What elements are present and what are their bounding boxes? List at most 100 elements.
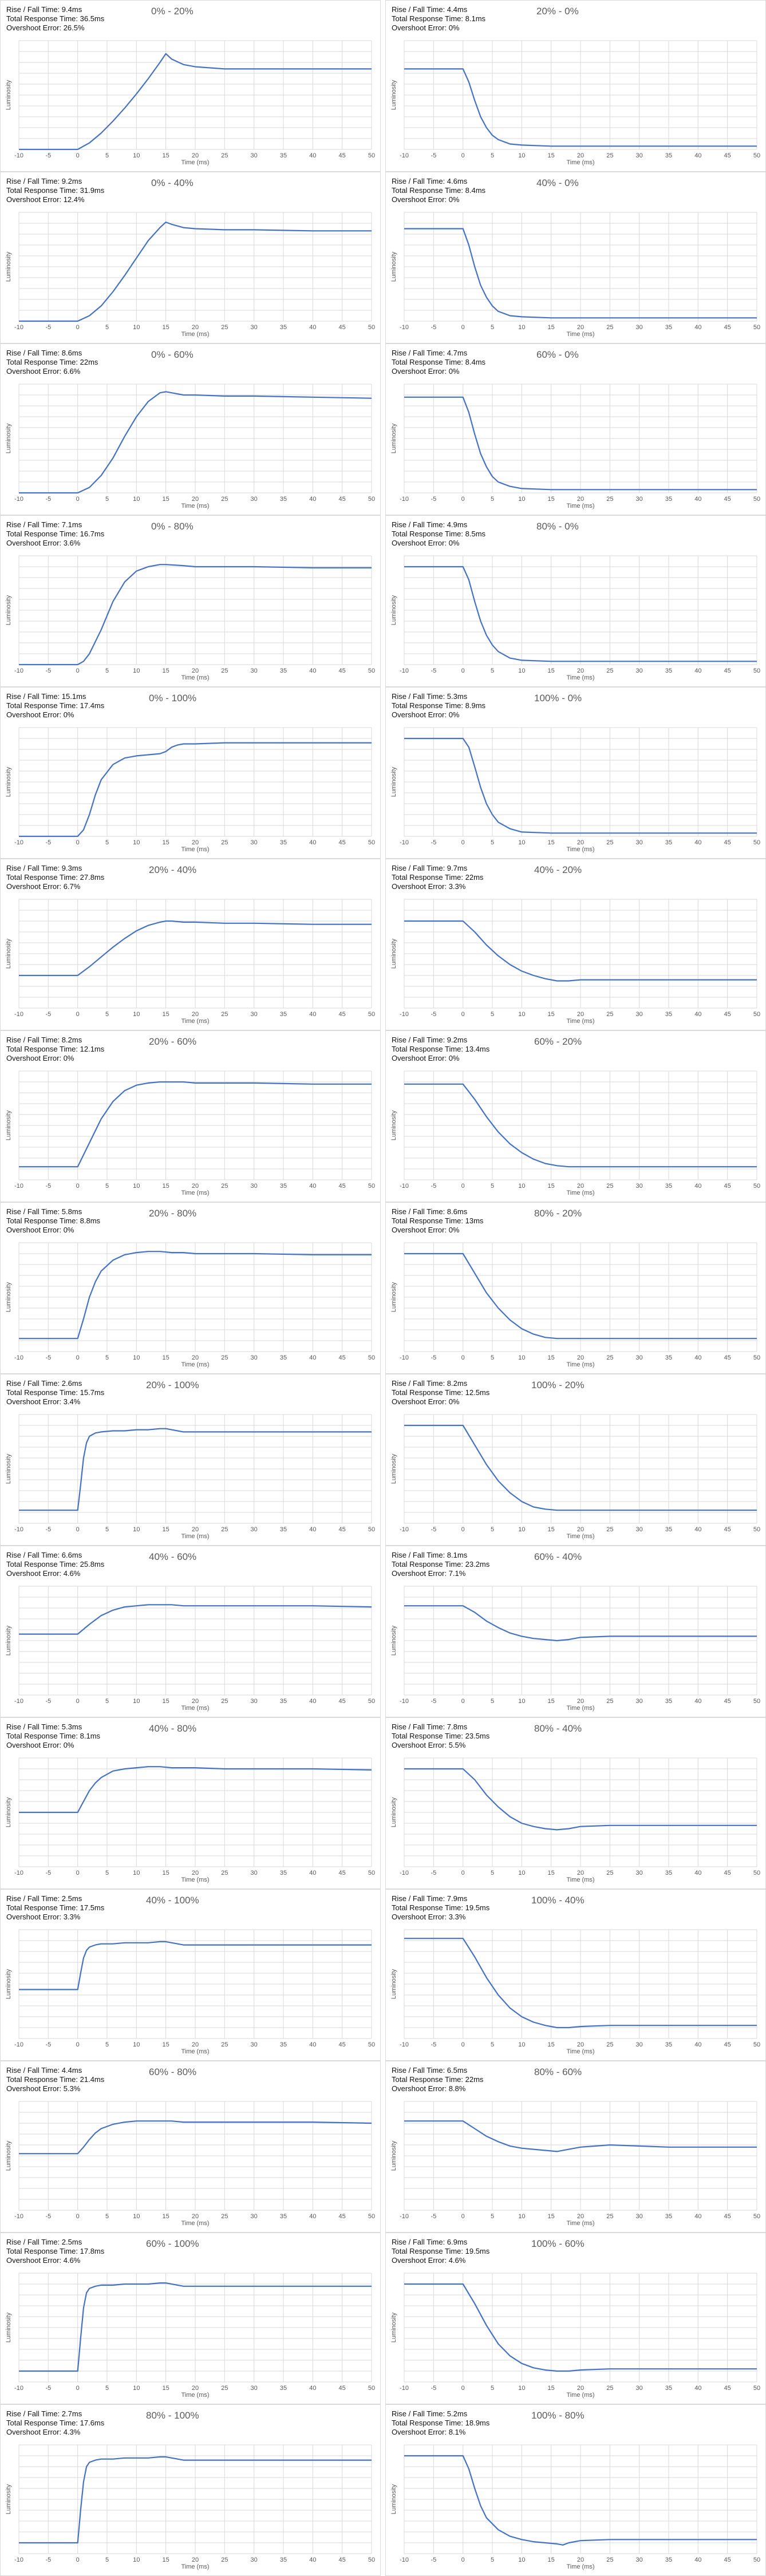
x-axis-label: Time (ms) — [181, 846, 209, 853]
chart-panel: -10 -5 0 5 10 15 20 25 30 35 40 45 50 Time (ms) Lumino… — [385, 1717, 766, 1889]
chart-title: 0% - 60% — [151, 349, 194, 360]
rise-fall-time-text: Rise / Fall Time: 8.6ms — [6, 349, 82, 357]
x-tick-label: 30 — [251, 152, 258, 159]
rise-fall-time-text: Rise / Fall Time: 4.4ms — [6, 2066, 82, 2075]
chart-panel: -10 -5 0 5 10 15 20 25 30 35 40 45 50 Time (ms) Lumino… — [0, 859, 381, 1030]
x-axis-label: Time (ms) — [181, 1705, 209, 1712]
x-tick-label: 5 — [105, 2213, 109, 2220]
chart-panel: -10 -5 0 5 10 15 20 25 30 35 40 45 50 Time (ms) Lumino… — [0, 2061, 381, 2233]
x-tick-label: 40 — [309, 1526, 316, 1533]
total-response-time-text: Total Response Time: 21.4ms — [6, 2075, 105, 2084]
x-tick-label: 15 — [548, 2041, 555, 2048]
chart-svg: -10 -5 0 5 10 15 20 25 30 35 40 45 50 Time (ms) Lumino… — [390, 2101, 760, 2227]
response-curve-line — [19, 742, 372, 837]
x-tick-label: 20 — [577, 667, 584, 674]
y-axis-label: Luminosity — [390, 1797, 397, 1827]
rise-fall-time-text: Rise / Fall Time: 2.5ms — [6, 2238, 82, 2246]
x-axis-label: Time (ms) — [181, 2563, 209, 2570]
x-tick-label: 10 — [518, 1354, 525, 1361]
x-tick-label: 10 — [518, 1183, 525, 1190]
rise-fall-time-text: Rise / Fall Time: 5.2ms — [392, 2409, 468, 2418]
x-tick-label: 25 — [606, 1183, 613, 1190]
x-tick-label: 20 — [577, 2041, 584, 2048]
x-tick-label: 50 — [753, 1183, 760, 1190]
rise-fall-time-text: Rise / Fall Time: 4.6ms — [392, 177, 468, 185]
x-tick-label: 40 — [694, 1870, 701, 1876]
x-tick-label: -5 — [45, 1183, 51, 1190]
x-tick-label: 0 — [461, 1526, 465, 1533]
rise-fall-time-text: Rise / Fall Time: 7.1ms — [6, 520, 82, 529]
stats-block: Rise / Fall Time: 2.5ms Total Response Ti… — [6, 1894, 104, 1922]
x-tick-label: 25 — [221, 1354, 228, 1361]
stats-block: Rise / Fall Time: 8.6ms Total Response Ti… — [392, 1207, 483, 1235]
x-tick-label: -10 — [14, 1698, 23, 1705]
x-tick-label: -10 — [14, 1870, 23, 1876]
total-response-time-text: Total Response Time: 23.2ms — [392, 1560, 490, 1568]
y-axis-label: Luminosity — [5, 2312, 12, 2342]
chart-title: 60% - 40% — [534, 1551, 582, 1562]
chart-panel: -10 -5 0 5 10 15 20 25 30 35 40 45 50 Time (ms) Lumino… — [385, 2061, 766, 2233]
stats-block: Rise / Fall Time: 8.6ms Total Response Ti… — [6, 349, 98, 376]
y-axis-label: Luminosity — [390, 767, 397, 797]
x-tick-label: -5 — [45, 839, 51, 846]
rise-fall-time-text: Rise / Fall Time: 5.3ms — [6, 1722, 82, 1731]
response-curve-line — [19, 221, 372, 322]
response-curve-line — [404, 1424, 757, 1511]
total-response-time-text: Total Response Time: 17.5ms — [6, 1903, 105, 1912]
x-tick-label: 0 — [461, 2385, 465, 2392]
chart-svg: -10 -5 0 5 10 15 20 25 30 35 40 45 50 Time (ms) Lumino… — [5, 2101, 375, 2227]
x-tick-label: 50 — [368, 2213, 375, 2220]
x-tick-label: -10 — [14, 1354, 23, 1361]
x-tick-label: 35 — [665, 1526, 672, 1533]
x-tick-label: -10 — [400, 1526, 409, 1533]
chart-title: 80% - 100% — [146, 2410, 199, 2421]
x-tick-label: 10 — [518, 1870, 525, 1876]
x-tick-label: 30 — [636, 1526, 643, 1533]
x-tick-label: 50 — [753, 2041, 760, 2048]
x-tick-label: 5 — [105, 1183, 109, 1190]
stats-block: Rise / Fall Time: 5.8ms Total Response Ti… — [6, 1207, 100, 1235]
rise-fall-time-text: Rise / Fall Time: 4.7ms — [392, 349, 468, 357]
x-tick-label: -10 — [14, 1183, 23, 1190]
x-tick-label: 30 — [636, 1354, 643, 1361]
overshoot-error-text: Overshoot Error: 0% — [392, 367, 460, 376]
x-tick-label: 50 — [753, 1354, 760, 1361]
x-tick-label: 5 — [105, 2041, 109, 2048]
response-curve-line — [404, 1083, 757, 1168]
chart-title: 100% - 80% — [531, 2410, 585, 2421]
x-tick-label: -5 — [431, 1526, 436, 1533]
x-tick-label: 35 — [280, 2385, 287, 2392]
x-tick-label: 25 — [606, 667, 613, 674]
x-tick-label: 45 — [724, 2385, 731, 2392]
x-tick-label: 35 — [280, 1870, 287, 1876]
x-tick-label: 15 — [548, 1526, 555, 1533]
response-curve-line — [404, 2120, 757, 2152]
x-tick-label: 50 — [368, 1870, 375, 1876]
overshoot-error-text: Overshoot Error: 3.3% — [392, 1913, 466, 1921]
y-axis-label: Luminosity — [390, 80, 397, 110]
x-tick-label: 0 — [76, 1526, 80, 1533]
x-tick-label: -10 — [14, 2041, 23, 2048]
x-tick-label: 5 — [105, 1011, 109, 1018]
chart-title: 100% - 20% — [531, 1380, 585, 1390]
y-axis-label: Luminosity — [390, 1453, 397, 1484]
x-tick-label: 45 — [339, 2213, 346, 2220]
overshoot-error-text: Overshoot Error: 12.4% — [6, 195, 85, 204]
total-response-time-text: Total Response Time: 36.5ms — [6, 14, 105, 23]
x-tick-label: 30 — [251, 2557, 258, 2563]
x-axis-label: Time (ms) — [566, 2220, 594, 2227]
x-tick-label: 20 — [577, 1011, 584, 1018]
x-tick-label: 30 — [251, 1183, 258, 1190]
x-tick-label: 50 — [368, 2557, 375, 2563]
x-tick-label: 30 — [251, 839, 258, 846]
chart-title: 60% - 100% — [146, 2238, 199, 2249]
stats-block: Rise / Fall Time: 7.1ms Total Response Ti… — [6, 520, 104, 548]
chart-svg: -10 -5 0 5 10 15 20 25 30 35 40 45 50 Time (ms) Lumino… — [390, 40, 760, 166]
response-curve-line — [404, 2283, 757, 2372]
overshoot-error-text: Overshoot Error: 3.4% — [6, 1397, 81, 1406]
x-tick-label: 10 — [133, 1698, 140, 1705]
x-axis-label: Time (ms) — [566, 2392, 594, 2399]
x-tick-label: -5 — [45, 1698, 51, 1705]
chart-svg: -10 -5 0 5 10 15 20 25 30 35 40 45 50 Time (ms) Lumino… — [5, 899, 375, 1025]
